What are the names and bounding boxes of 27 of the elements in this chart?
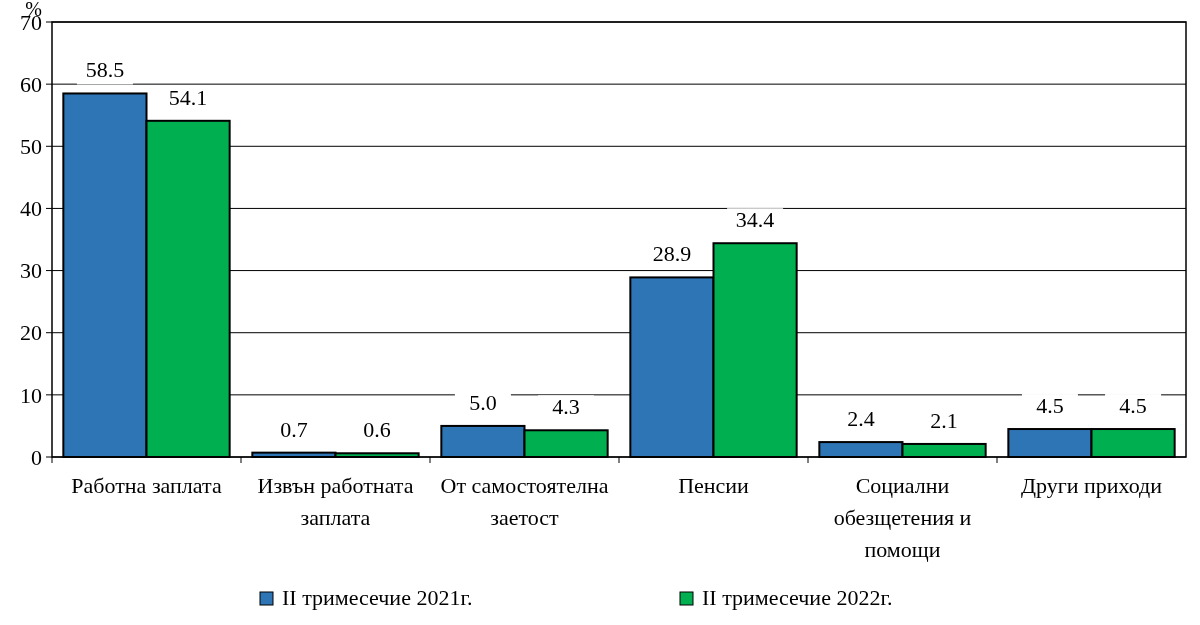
legend-label: II тримесечие 2022г. [702, 585, 893, 610]
data-label: 34.4 [735, 207, 775, 233]
x-tick-label: Извън работната заплата [257, 473, 414, 530]
data-label: 0.7 [280, 416, 308, 442]
data-label: 0.6 [363, 417, 391, 443]
data-label: 4.5 [1036, 393, 1064, 419]
x-tick-label: От самостоятелна заетост [440, 473, 609, 530]
data-label: 5.0 [469, 389, 497, 415]
y-tick-label: 0 [31, 444, 42, 470]
data-label: 2.4 [847, 406, 875, 432]
x-tick-label: Пенсии [678, 473, 750, 498]
x-tick-label: Други приходи [1020, 473, 1163, 498]
y-tick-label: 50 [20, 133, 42, 159]
x-tick-label: Работна заплата [71, 473, 222, 498]
y-tick-label: 10 [20, 382, 42, 408]
data-label: 4.3 [552, 394, 580, 420]
x-tick-label: Социални обезщетения и помощи [833, 473, 972, 562]
legend-label: II тримесечие 2021г. [282, 585, 473, 610]
y-tick-label: 60 [20, 71, 42, 97]
y-tick-label: 30 [20, 258, 42, 284]
y-tick-label: 20 [20, 320, 42, 346]
data-label: 4.5 [1119, 393, 1147, 419]
data-label: 54.1 [168, 84, 208, 110]
data-label: 2.1 [930, 407, 958, 433]
data-label: 58.5 [85, 57, 125, 83]
y-tick-label: 40 [20, 196, 42, 222]
data-label: 28.9 [652, 241, 692, 267]
